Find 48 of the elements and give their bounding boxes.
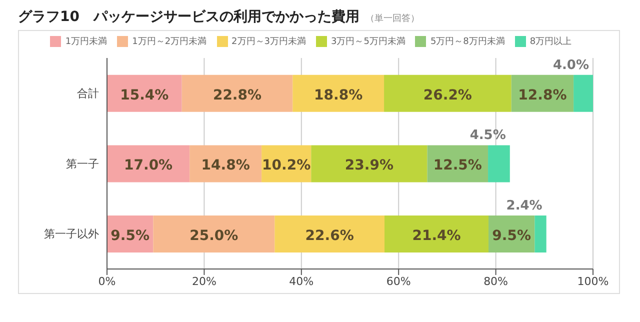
- data-label: 4.5%: [470, 128, 506, 144]
- legend-label: 1万円～2万円未満: [132, 37, 207, 47]
- legend-label: 3万円～5万円未満: [331, 37, 406, 47]
- chart-title: グラフ10 パッケージサービスの利用でかかった費用: [18, 9, 360, 25]
- x-tick-label: 20%: [192, 274, 216, 288]
- data-label: 26.2%: [423, 87, 472, 104]
- bar: [488, 145, 510, 182]
- bar: [107, 145, 190, 182]
- x-tick-label: 80%: [484, 274, 508, 288]
- bar: [107, 74, 182, 112]
- data-label: 4.0%: [552, 58, 589, 73]
- data-label: 21.4%: [412, 228, 461, 244]
- x-tick-label: 40%: [289, 274, 314, 288]
- x-tick-label: 60%: [386, 274, 411, 288]
- data-label: 12.8%: [518, 87, 567, 104]
- data-label: 10.2%: [262, 158, 311, 174]
- bar: [574, 74, 593, 112]
- data-label: 17.0%: [124, 158, 173, 174]
- y-tick-label: 合計: [77, 87, 99, 100]
- data-label: 23.9%: [344, 158, 394, 174]
- bar: [153, 216, 275, 253]
- data-label: 14.8%: [201, 158, 250, 174]
- y-tick-label: 第一子以外: [44, 228, 99, 241]
- bar: [190, 145, 262, 182]
- data-label: 2.4%: [506, 198, 542, 214]
- data-label: 25.0%: [190, 228, 238, 244]
- chart-subtitle: （単一回答）: [365, 14, 420, 24]
- bar: [311, 145, 428, 182]
- legend-label: 1万円未満: [65, 37, 108, 47]
- bar: [182, 74, 293, 112]
- bar: [384, 74, 512, 112]
- x-tick-label: 0%: [98, 274, 116, 288]
- bar: [384, 216, 489, 253]
- data-label: 22.8%: [212, 87, 262, 104]
- x-tick-label: 100%: [577, 274, 609, 288]
- data-label: 9.5%: [492, 228, 532, 244]
- y-tick-label: 第一子: [66, 157, 99, 170]
- data-label: 9.5%: [110, 228, 150, 244]
- legend-label: 8万円以上: [530, 37, 572, 47]
- data-label: 12.5%: [433, 158, 482, 174]
- data-label: 15.4%: [120, 87, 169, 104]
- bar: [274, 216, 385, 253]
- legend-label: 5万円～8万円未満: [430, 37, 505, 47]
- bar: [534, 216, 546, 253]
- data-label: 18.8%: [314, 87, 363, 104]
- bar: [292, 74, 384, 112]
- data-label: 22.6%: [305, 228, 354, 244]
- legend-label: 2万円～3万円未満: [232, 37, 306, 47]
